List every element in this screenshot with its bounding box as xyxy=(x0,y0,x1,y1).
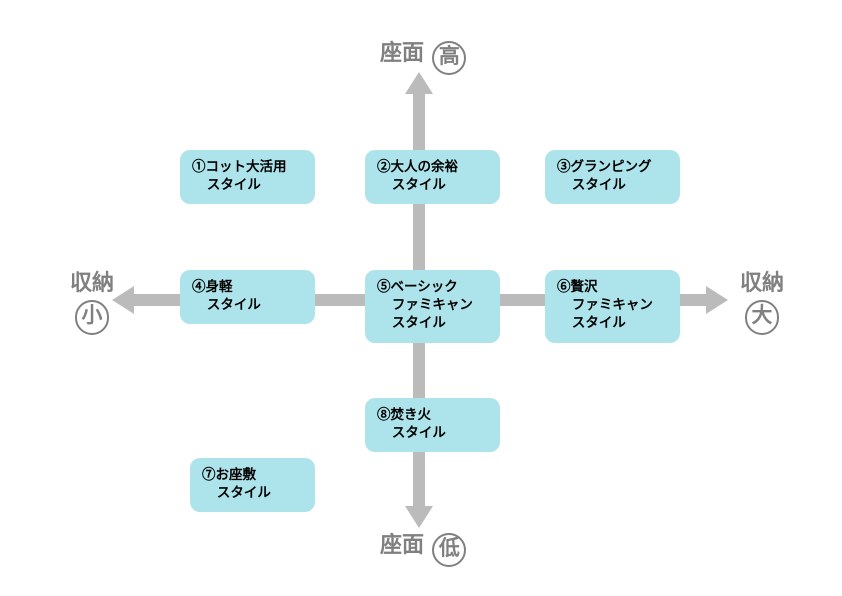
style-box-box4: ④身軽スタイル xyxy=(180,270,315,324)
arrow-left-icon xyxy=(112,286,134,314)
quadrant-diagram: 座面 高 座面 低 収納 小 収納 大 ①コット大活用スタイル②大人の余裕スタイ… xyxy=(0,0,842,596)
style-box-box7: ⑦お座敷スタイル xyxy=(190,458,315,512)
axis-label-top-text: 座面 xyxy=(380,40,424,65)
box-line1: ④身軽 xyxy=(192,278,303,296)
arrow-right-icon xyxy=(706,286,728,314)
box-line1: ②大人の余裕 xyxy=(377,158,488,176)
box-line2: ファミキャン xyxy=(377,296,488,314)
box-line1: ⑦お座敷 xyxy=(202,466,303,484)
box-line2: ファミキャン xyxy=(557,296,668,314)
axis-label-bottom: 座面 低 xyxy=(380,532,466,567)
box-line2: スタイル xyxy=(192,176,303,194)
style-box-box2: ②大人の余裕スタイル xyxy=(365,150,500,204)
axis-label-bottom-circled: 低 xyxy=(432,533,466,567)
box-line2: スタイル xyxy=(557,176,668,194)
axis-label-left-circled: 小 xyxy=(75,300,109,334)
arrow-down-icon xyxy=(405,506,433,528)
style-box-box5: ⑤ベーシックファミキャンスタイル xyxy=(365,270,500,343)
style-box-box1: ①コット大活用スタイル xyxy=(180,150,315,204)
box-line1: ③グランピング xyxy=(557,158,668,176)
axis-label-top-circled: 高 xyxy=(432,41,466,75)
box-line1: ⑥贅沢 xyxy=(557,278,668,296)
axis-label-bottom-text: 座面 xyxy=(380,532,424,557)
style-box-box3: ③グランピングスタイル xyxy=(545,150,680,204)
axis-label-right: 収納 大 xyxy=(740,270,784,335)
box-line3: スタイル xyxy=(557,314,668,332)
box-line1: ⑤ベーシック xyxy=(377,278,488,296)
axis-label-right-circled: 大 xyxy=(745,300,779,334)
style-box-box8: ⑧焚き火スタイル xyxy=(365,398,500,452)
box-line1: ⑧焚き火 xyxy=(377,406,488,424)
axis-label-top: 座面 高 xyxy=(380,40,466,75)
style-box-box6: ⑥贅沢ファミキャンスタイル xyxy=(545,270,680,343)
box-line1: ①コット大活用 xyxy=(192,158,303,176)
box-line3: スタイル xyxy=(377,314,488,332)
box-line2: スタイル xyxy=(377,176,488,194)
box-line2: スタイル xyxy=(192,296,303,314)
box-line2: スタイル xyxy=(202,484,303,502)
box-line2: スタイル xyxy=(377,424,488,442)
axis-label-left-text: 収納 xyxy=(70,270,114,295)
axis-label-left: 収納 小 xyxy=(70,270,114,335)
axis-label-right-text: 収納 xyxy=(740,270,784,295)
